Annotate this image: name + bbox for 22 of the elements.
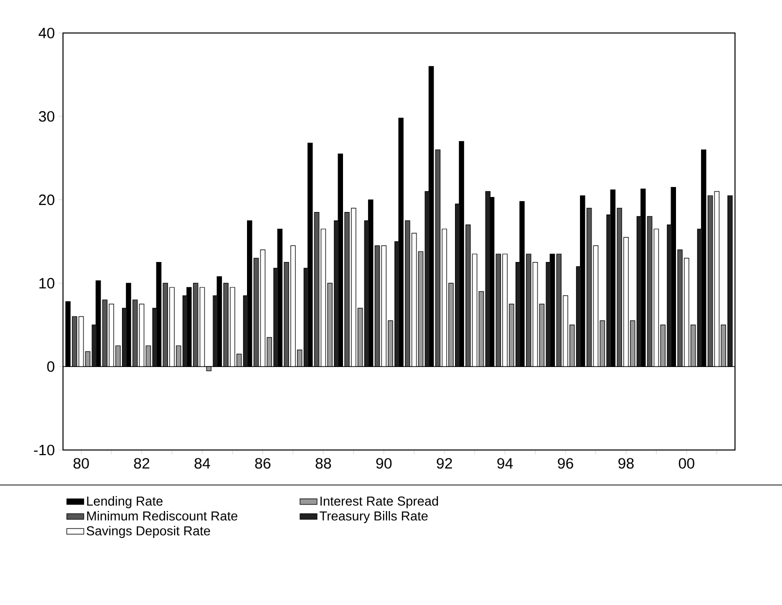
x-tick-label: 88 <box>316 458 331 469</box>
x-tick-label: 94 <box>497 458 513 469</box>
y-tick-label: 40 <box>38 28 54 38</box>
x-tick-label: 86 <box>255 458 270 469</box>
x-tick-label: 84 <box>194 458 210 469</box>
y-tick-label: 30 <box>38 111 54 122</box>
x-tick-label: 00 <box>678 458 694 469</box>
x-tick-label: 82 <box>134 458 150 469</box>
y-tick-label: -10 <box>34 444 54 456</box>
legend-label: Minimum Rediscount Rate <box>87 511 238 521</box>
legend-label: Savings Deposit Rate <box>86 526 210 538</box>
legend-label: Interest Rate Spread <box>320 496 438 508</box>
x-tick-label: 96 <box>558 458 574 469</box>
y-tick-label: 20 <box>39 194 54 206</box>
x-tick-label: 80 <box>74 458 89 469</box>
legend-label: Treasury Bills Rate <box>320 511 428 524</box>
x-tick-label: 92 <box>436 458 452 469</box>
y-tick-label: 10 <box>39 278 54 288</box>
y-tick-label: 0 <box>47 361 54 372</box>
legend-label: Lending Rate <box>87 496 163 508</box>
x-tick-label: 90 <box>376 458 392 469</box>
x-tick-label: 98 <box>618 458 634 469</box>
